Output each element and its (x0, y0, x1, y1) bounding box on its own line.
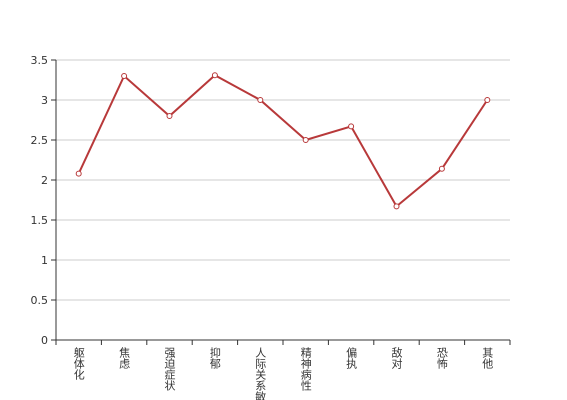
x-tick-label: 人际关系敏感 (254, 347, 267, 400)
line (77, 73, 489, 208)
y-tick-label: 1.5 (31, 214, 49, 227)
point (166, 113, 173, 119)
point (393, 203, 400, 210)
x-tick-label: 其他 (481, 347, 494, 369)
x-tick-label: 敌对 (390, 346, 403, 369)
y-tick-label: 0 (41, 334, 48, 347)
point (302, 137, 309, 143)
point (75, 170, 82, 177)
x-tick-label: 恐怖 (435, 347, 448, 369)
point (484, 97, 491, 103)
x-tick-label: 抑郁 (208, 346, 221, 369)
y-tick-label: 0.5 (31, 294, 49, 307)
y-tick-label: 2.5 (31, 134, 49, 147)
point (257, 97, 264, 103)
point (438, 165, 445, 172)
x-tick-label: 偏执 (345, 346, 358, 370)
y-tick-label: 3 (41, 94, 48, 107)
y-tick-label: 2 (41, 174, 48, 187)
point (121, 73, 128, 79)
point (211, 72, 218, 79)
x-tick-label: 躯体化 (72, 347, 85, 381)
x-tick-label: 焦虑 (118, 347, 131, 369)
x-tick-label: 强迫症状 (163, 347, 176, 391)
y-tick-label: 1 (41, 254, 48, 267)
x-tick-label: 精神病性 (299, 347, 312, 392)
y-tick-label: 3.5 (31, 54, 49, 67)
point (348, 123, 355, 130)
